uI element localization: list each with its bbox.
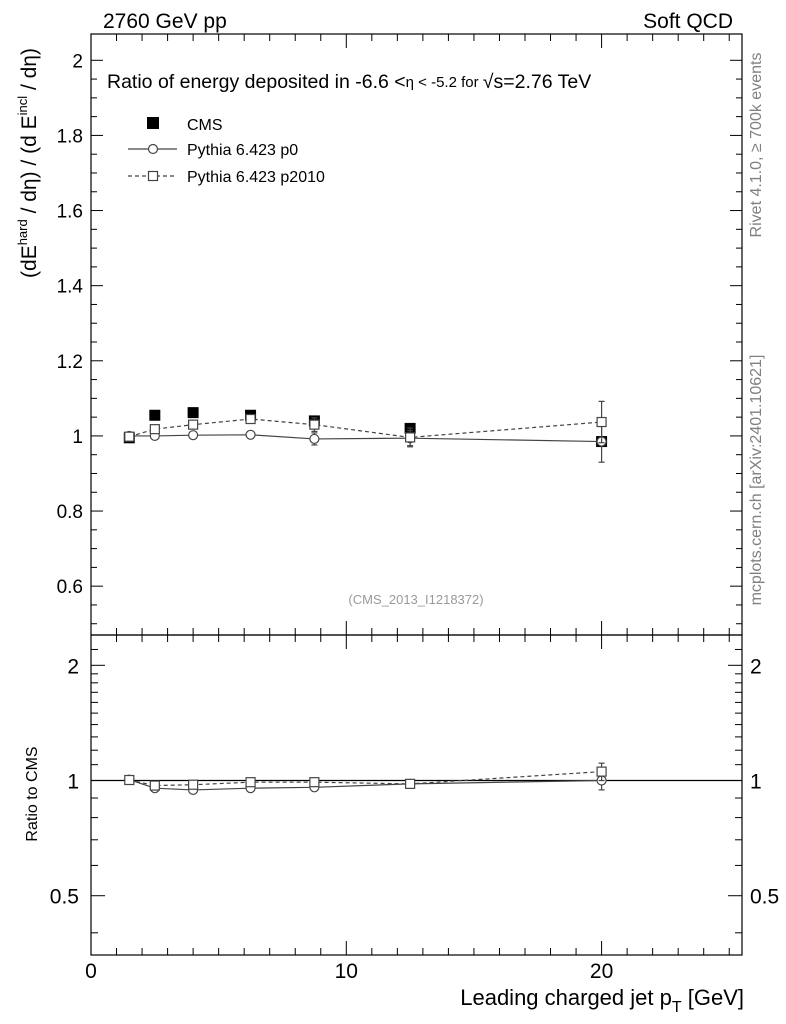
legend-label-p0: Pythia 6.423 p0	[187, 142, 298, 159]
legend-marker-p0	[147, 143, 159, 155]
ratio-axis-ticks	[90, 635, 742, 955]
ratio-frame	[90, 634, 743, 956]
main-y-tick-label: 1	[72, 427, 83, 448]
ratio-y-tick-label: 1	[67, 771, 79, 794]
pythia-p2010-point	[149, 424, 160, 435]
ratio-series-layer	[124, 762, 607, 796]
cms-point	[187, 407, 199, 419]
ratio-pythia-p2010-point	[188, 779, 199, 790]
pythia-p2010-point	[309, 419, 320, 430]
ratio-y-tick-label: 2	[67, 655, 79, 678]
x-tick-labels: 0 10 20	[85, 960, 613, 983]
pythia-p0-point	[245, 429, 256, 440]
ratio-y-tick-label-right: 1	[750, 771, 762, 794]
ratio-pythia-p2010-point	[245, 777, 256, 788]
ratio-y-axis-label: Ratio to CMS	[24, 746, 41, 841]
main-y-tick-label: 0.8	[57, 502, 83, 523]
legend-marker-cms	[147, 117, 159, 129]
pythia-p2010-point	[188, 419, 199, 430]
legend-label-p2010: Pythia 6.423 p2010	[187, 169, 325, 186]
ratio-y-tick-label: 0.5	[50, 886, 79, 909]
ratio-pythia-p2010-line	[129, 771, 602, 787]
legend: CMS Pythia 6.423 p0 Pythia 6.423 p2010	[128, 117, 325, 186]
ratio-pythia-p2010-point	[309, 777, 320, 788]
main-y-tick-label: 1.6	[57, 202, 83, 223]
legend-marker-p2010	[147, 170, 159, 182]
pythia-p2010-point	[124, 431, 135, 442]
ratio-pythia-p2010-point	[149, 780, 160, 791]
ratio-y-tick-labels: 0.5 0.5 1 1 2 2	[50, 655, 779, 908]
rivet-version-label: Rivet 4.1.0, ≥ 700k events	[748, 53, 765, 238]
x-tick-label: 20	[590, 960, 613, 983]
main-series-layer	[123, 400, 608, 463]
ratio-y-tick-label-right: 2	[750, 655, 762, 678]
pythia-p2010-point	[245, 413, 256, 425]
chart-title: Ratio of energy deposited in -6.6 <η < -…	[107, 71, 591, 93]
analysis-watermark: (CMS_2013_I1218372)	[348, 592, 483, 607]
ratio-y-tick-label-right: 0.5	[750, 886, 779, 909]
legend-label-cms: CMS	[187, 117, 223, 134]
cms-point	[149, 409, 161, 421]
mcplots-label: mcplots.cern.ch [arXiv:2401.10621]	[748, 355, 765, 606]
header-category-label: Soft QCD	[643, 10, 733, 33]
main-y-tick-label: 1.8	[57, 126, 83, 147]
header-collision-label: 2760 GeV pp	[103, 10, 227, 33]
pythia-p0-point	[188, 430, 199, 441]
ratio-pythia-p2010-point	[405, 778, 416, 789]
main-panel: 0.6 0.8 1 1.2 1.4 1.6 1.8 2 Ratio of energy dep…	[15, 33, 743, 636]
main-y-tick-label: 2	[72, 51, 83, 72]
pythia-p0-point	[309, 433, 320, 445]
x-axis-label: Leading charged jet pT [GeV]	[460, 985, 744, 1016]
ratio-pythia-p2010-point	[596, 766, 607, 777]
ratio-panel: 0.5 0.5 1 1 2 2 0 10 20 Ratio to CMS Leading ch…	[24, 634, 779, 1016]
main-y-tick-label: 1.4	[57, 277, 84, 298]
main-y-axis-label: (dEhard / dη) / (d Eincl / dη)	[15, 48, 41, 278]
pythia-p0-line	[129, 434, 602, 443]
x-tick-label: 10	[335, 960, 358, 983]
main-axis-ticks	[90, 34, 742, 635]
pythia-p2010-point	[405, 432, 416, 443]
main-y-tick-label: 0.6	[57, 577, 83, 598]
main-y-tick-labels: 0.6 0.8 1 1.2 1.4 1.6 1.8 2	[57, 51, 84, 598]
pythia-p2010-point	[596, 416, 607, 428]
x-tick-label: 0	[85, 960, 97, 983]
ratio-pythia-p2010-point	[124, 774, 135, 786]
main-y-tick-label: 1.2	[57, 352, 83, 373]
